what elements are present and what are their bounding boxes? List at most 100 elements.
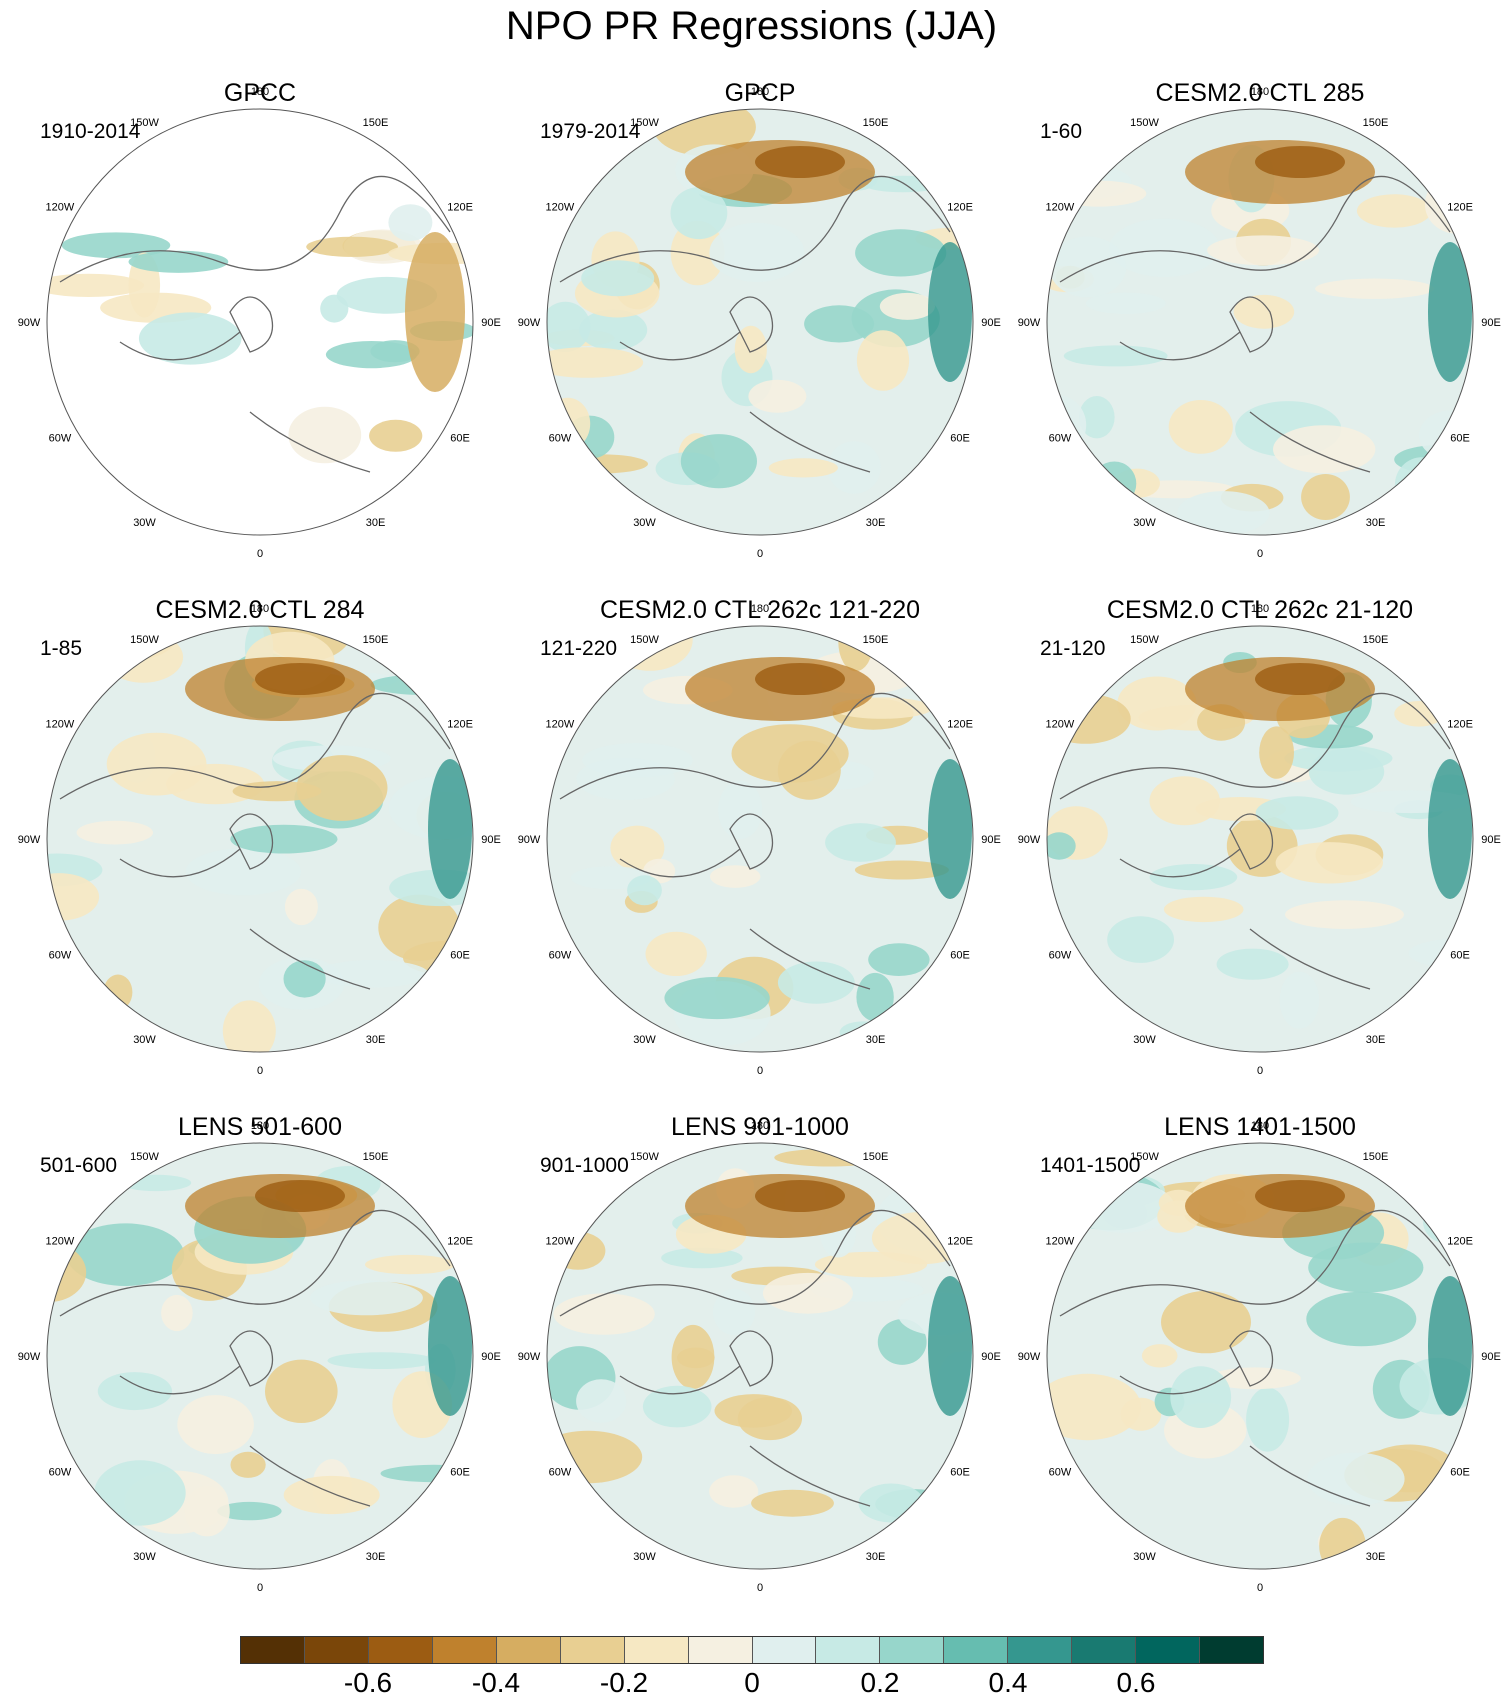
field-shading bbox=[1047, 109, 1473, 535]
map-panel: CESM2.0 CTL 262c 21-120 180 150E 120E 90E 60E… bbox=[1018, 595, 1501, 1095]
longitude-label: 60E bbox=[450, 950, 470, 962]
longitude-label: 60W bbox=[1049, 950, 1072, 962]
longitude-label: 30W bbox=[133, 517, 156, 529]
polar-map: 180 150E 120E 90E 60E 30E 0 30W 60W 90W 120W 150W bbox=[518, 1120, 1001, 1594]
longitude-label: 60W bbox=[49, 1467, 72, 1479]
longitude-label: 180 bbox=[1251, 603, 1269, 615]
longitude-label: 90W bbox=[518, 317, 541, 329]
colorbar-box bbox=[624, 1637, 689, 1663]
longitude-label: 30E bbox=[866, 1551, 886, 1563]
longitude-label: 60E bbox=[950, 433, 970, 445]
longitude-label: 180 bbox=[251, 1120, 269, 1132]
panel-title: CESM2.0 CTL 262c 21-120 bbox=[1106, 596, 1414, 624]
longitude-label: 90E bbox=[1481, 834, 1501, 846]
colorbar-tick-label: 0.4 bbox=[988, 1667, 1028, 1698]
longitude-label: 90E bbox=[981, 1351, 1001, 1363]
longitude-label: 180 bbox=[1251, 1120, 1269, 1132]
polar-map: 180 150E 120E 90E 60E 30E 0 30W 60W 90W 120W 150W bbox=[518, 603, 1001, 1077]
longitude-label: 60W bbox=[549, 950, 572, 962]
map-panel: LENS 1401-1500 180 150E 120E 90E 60E 30E 0 30W 60… bbox=[1018, 1112, 1501, 1612]
colorbar-box bbox=[496, 1637, 561, 1663]
longitude-label: 150E bbox=[363, 117, 389, 129]
longitude-label: 0 bbox=[1257, 1582, 1263, 1594]
polar-map: 180 150E 120E 90E 60E 30E 0 30W 60W 90W 120W 150W bbox=[1018, 86, 1501, 560]
longitude-label: 60W bbox=[1049, 433, 1072, 445]
map-outline bbox=[46, 108, 474, 536]
panel-title: CESM2.0 CTL 262c 121-220 bbox=[599, 596, 921, 624]
panel-title: CESM2.0 CTL 284 bbox=[155, 596, 365, 624]
longitude-label: 120W bbox=[546, 202, 575, 214]
longitude-label: 90E bbox=[481, 317, 501, 329]
map-panel: GPCC 180 150E 120E 90E 60E 30E 0 30W 60W 90W 120W 15… bbox=[18, 78, 501, 578]
longitude-label: 30E bbox=[366, 517, 386, 529]
longitude-label: 30W bbox=[133, 1551, 156, 1563]
longitude-label: 150W bbox=[130, 117, 159, 129]
longitude-label: 180 bbox=[251, 86, 269, 98]
panel-period: 21-120 bbox=[1040, 637, 1106, 660]
colorbar-box bbox=[816, 1637, 881, 1663]
longitude-label: 120W bbox=[46, 719, 75, 731]
longitude-label: 0 bbox=[1257, 1065, 1263, 1077]
field-shading bbox=[1047, 626, 1473, 1052]
panel-period: 1-85 bbox=[40, 637, 83, 660]
panel-period: 1979-2014 bbox=[540, 120, 641, 143]
longitude-label: 90E bbox=[481, 834, 501, 846]
colorbar-box bbox=[241, 1637, 305, 1663]
longitude-label: 90W bbox=[18, 834, 41, 846]
longitude-label: 120E bbox=[1447, 202, 1473, 214]
longitude-label: 90W bbox=[518, 834, 541, 846]
longitude-label: 180 bbox=[751, 86, 769, 98]
panel-title: LENS 501-600 bbox=[177, 1113, 342, 1141]
longitude-label: 120W bbox=[1046, 202, 1075, 214]
colorbar-box bbox=[1072, 1637, 1137, 1663]
longitude-label: 150W bbox=[130, 634, 159, 646]
panel-title: GPCC bbox=[223, 79, 297, 107]
longitude-label: 0 bbox=[257, 548, 263, 560]
longitude-label: 90E bbox=[481, 1351, 501, 1363]
colorbar-box bbox=[752, 1637, 817, 1663]
longitude-label: 60E bbox=[1450, 950, 1470, 962]
longitude-label: 0 bbox=[757, 548, 763, 560]
longitude-label: 150E bbox=[363, 1151, 389, 1163]
longitude-label: 120E bbox=[447, 202, 473, 214]
field-shading bbox=[547, 626, 973, 1052]
longitude-label: 30W bbox=[633, 1034, 656, 1046]
colorbar-tick-label: 0.2 bbox=[860, 1667, 900, 1698]
field-shading bbox=[47, 109, 473, 535]
longitude-label: 30W bbox=[633, 1551, 656, 1563]
longitude-label: 150E bbox=[863, 117, 889, 129]
map-outline bbox=[46, 1142, 474, 1570]
panel-period: 1910-2014 bbox=[40, 120, 141, 143]
polar-map: 180 150E 120E 90E 60E 30E 0 30W 60W 90W 120W 150W bbox=[1018, 1120, 1501, 1594]
longitude-label: 30W bbox=[633, 517, 656, 529]
longitude-label: 150W bbox=[630, 117, 659, 129]
colorbar-box bbox=[688, 1637, 753, 1663]
longitude-label: 120E bbox=[447, 719, 473, 731]
panel-title: CESM2.0 CTL 285 bbox=[1155, 79, 1365, 107]
polar-map: 180 150E 120E 90E 60E 30E 0 30W 60W 90W 120W 150W bbox=[18, 86, 501, 560]
field-shading bbox=[47, 1143, 473, 1569]
map-outline bbox=[546, 625, 974, 1053]
longitude-label: 90E bbox=[1481, 317, 1501, 329]
colorbar-box bbox=[1136, 1637, 1201, 1663]
longitude-label: 150E bbox=[863, 634, 889, 646]
longitude-label: 0 bbox=[257, 1582, 263, 1594]
longitude-label: 120W bbox=[546, 719, 575, 731]
map-panel: LENS 901-1000 180 150E 120E 90E 60E 30E 0 30W 60W… bbox=[518, 1112, 1001, 1612]
map-outline bbox=[546, 108, 974, 536]
map-outline bbox=[1046, 625, 1474, 1053]
longitude-label: 180 bbox=[251, 603, 269, 615]
field-shading bbox=[1047, 1143, 1473, 1569]
longitude-label: 150W bbox=[1130, 117, 1159, 129]
longitude-label: 60E bbox=[1450, 433, 1470, 445]
longitude-label: 60W bbox=[549, 1467, 572, 1479]
longitude-label: 30E bbox=[1366, 517, 1386, 529]
longitude-label: 150E bbox=[363, 634, 389, 646]
longitude-label: 30W bbox=[133, 1034, 156, 1046]
map-outline bbox=[1046, 108, 1474, 536]
map-outline bbox=[546, 1142, 974, 1570]
colorbar-box bbox=[560, 1637, 625, 1663]
longitude-label: 30E bbox=[866, 517, 886, 529]
colorbar-box bbox=[944, 1637, 1009, 1663]
longitude-label: 150E bbox=[863, 1151, 889, 1163]
